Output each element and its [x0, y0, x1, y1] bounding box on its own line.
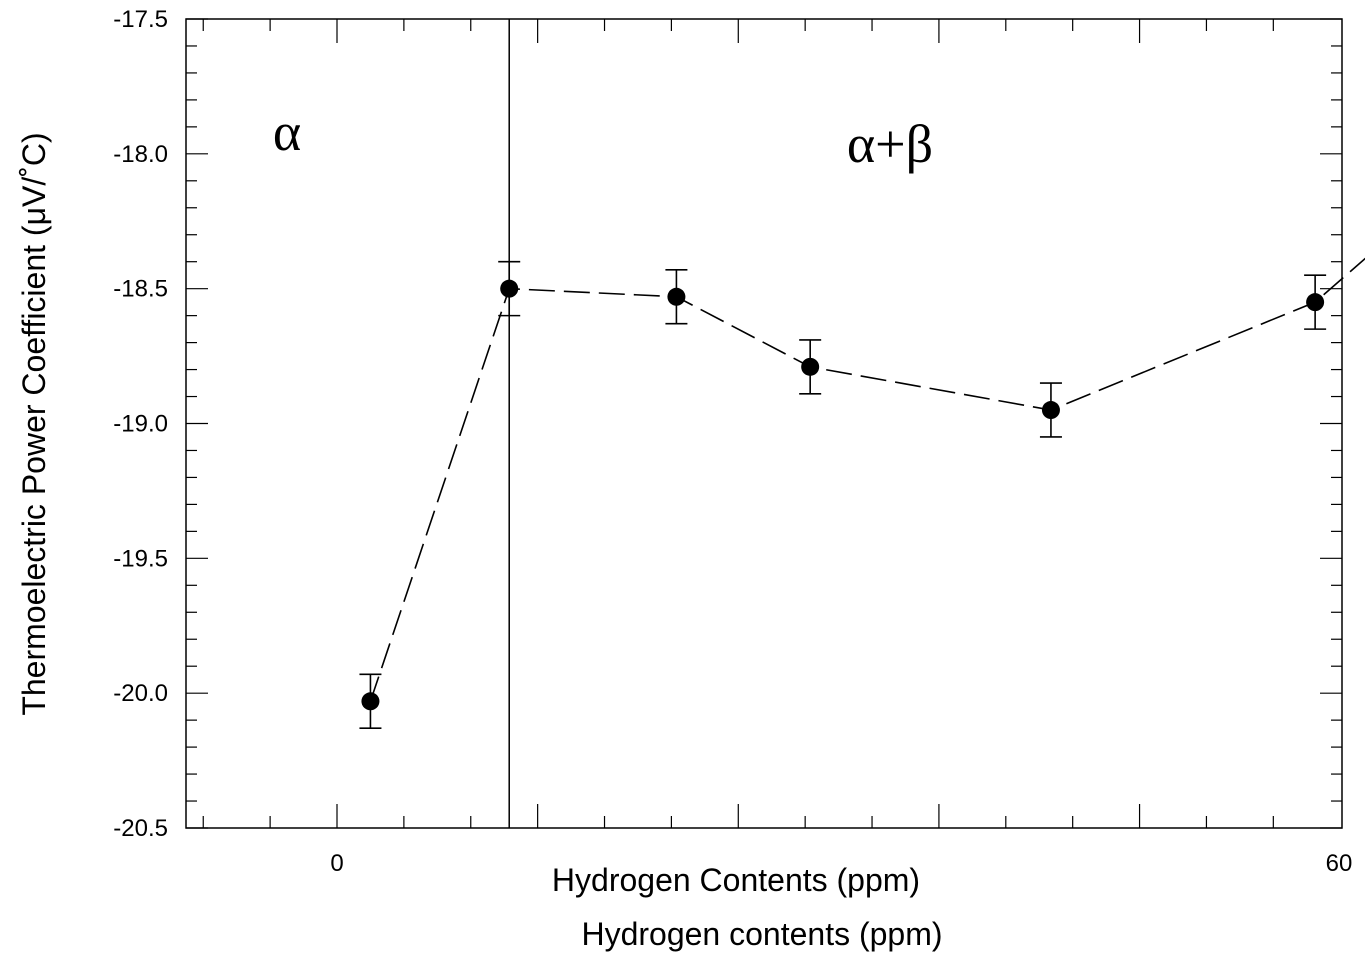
plot-border [185, 18, 1343, 829]
axis-ticks [186, 18, 1342, 829]
region-label-alpha-beta: α+β [847, 114, 933, 174]
y-tick-label: -19.5 [113, 545, 168, 572]
data-point [1306, 293, 1325, 312]
x-axis-title: Hydrogen Contents (ppm) [552, 862, 920, 898]
x-axis-title-secondary: Hydrogen contents (ppm) [581, 916, 942, 952]
y-tick-label: -19.0 [113, 411, 168, 438]
region-label-alpha: α [273, 102, 301, 162]
data-point [361, 692, 380, 711]
data-point [500, 279, 519, 298]
y-tick-label: -17.5 [113, 6, 168, 33]
axis-labels: 0 60 Hydrogen Contents (ppm) Hydrogen co… [16, 6, 1352, 952]
y-axis-title: Thermoelectric Power Coefficient (μV/˚C) [16, 132, 52, 715]
y-tick-label: -20.0 [113, 680, 168, 707]
y-tick-label: -18.0 [113, 141, 168, 168]
plot-frame [185, 18, 1343, 829]
data-series [359, 257, 1365, 730]
x-tick-label-0: 0 [330, 850, 343, 877]
y-tick-label: -18.5 [113, 276, 168, 303]
series-line [369, 257, 1365, 702]
data-point [1041, 401, 1060, 420]
x-tick-label-60: 60 [1326, 850, 1353, 877]
y-tick-label: -20.5 [113, 815, 168, 842]
data-point [801, 357, 820, 376]
data-point [667, 287, 686, 306]
